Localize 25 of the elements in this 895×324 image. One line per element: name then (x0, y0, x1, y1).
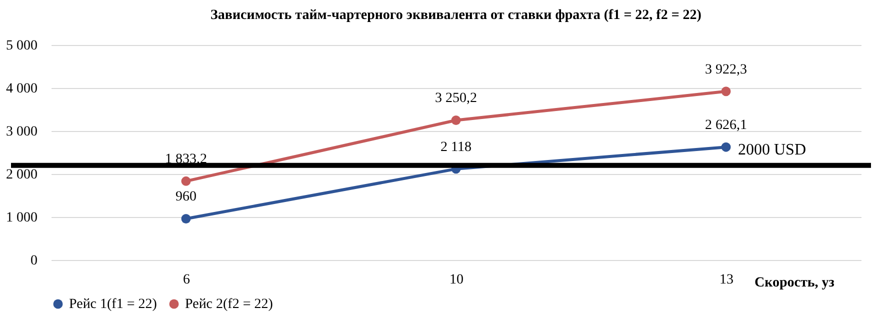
x-axis-title: Скорость, уз (754, 276, 835, 290)
data-label: 960 (176, 190, 196, 205)
y-tick-label: 0 (30, 254, 38, 268)
data-label: 2 626,1 (705, 118, 747, 134)
point (181, 176, 191, 186)
point (181, 214, 191, 224)
data-label: 2 118 (440, 140, 472, 155)
point (451, 116, 461, 125)
x-tick-label: 6 (183, 272, 190, 288)
y-tick-label: 4 000 (6, 82, 38, 96)
data-label: 3 922,3 (705, 62, 747, 78)
y-tick-label: 3 000 (6, 124, 38, 140)
chart-title: Зависимость тайм-чартерного эквивалента от ставки фрахта (f1 = 22, f2 = 22) (210, 8, 702, 23)
data-label: 1 833,2 (165, 152, 207, 168)
legend-label: Рейс 1(f1 = 22) (69, 297, 158, 312)
x-tick-label: 10 (450, 272, 464, 288)
data-label: 3 250,2 (435, 91, 477, 106)
y-tick-label: 2 000 (6, 168, 38, 182)
ref-line-label: 2000 USD (738, 141, 806, 158)
y-tick-label: 1 000 (6, 210, 38, 226)
point (721, 142, 731, 152)
y-tick-label: 5 000 (6, 38, 38, 54)
point (721, 86, 731, 96)
x-tick-label: 13 (720, 272, 734, 288)
legend-label: Рейс 2(f2 = 22) (185, 297, 274, 312)
